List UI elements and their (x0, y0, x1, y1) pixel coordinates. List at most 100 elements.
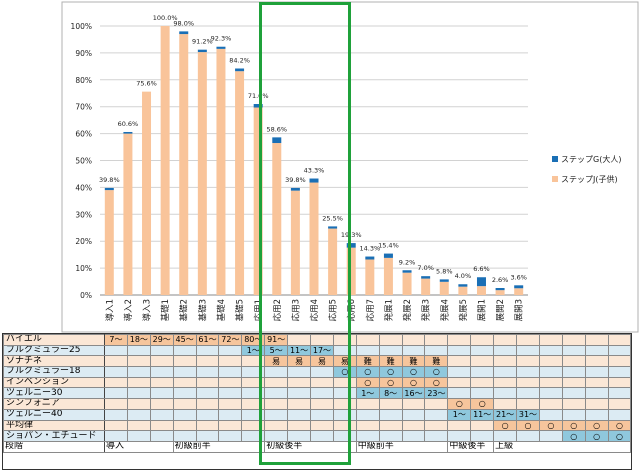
y-tick-label: 10% (75, 264, 92, 273)
table-cell (104, 387, 128, 400)
data-label: 2.6% (492, 276, 509, 284)
table-cell: 21〜 (493, 408, 518, 421)
table-cell (447, 344, 472, 357)
table-cell (470, 366, 495, 378)
table-cell (538, 398, 563, 410)
table-cell (470, 430, 495, 442)
y-tick-label: 40% (75, 183, 92, 192)
row-label: シンフォニア (3, 398, 105, 410)
bar-adult (272, 137, 282, 144)
x-tick-label: 展開2 (496, 299, 506, 321)
table-cell: 80〜 (241, 334, 266, 346)
table-cell (561, 408, 586, 421)
table-cell (195, 398, 220, 410)
table-cell (561, 398, 586, 410)
table-cell (561, 387, 586, 400)
table-cell (470, 376, 495, 389)
table-cell (149, 408, 174, 421)
bar-adult (365, 256, 375, 260)
x-tick-label: 応用2 (272, 299, 283, 321)
table-cell: 易 (287, 355, 312, 368)
bar-child (104, 190, 114, 295)
table-cell (218, 419, 243, 432)
table-row: 平均律 ○ ○ ○ ○ ○ ○ (3, 419, 632, 432)
table-cell: 難 (355, 355, 380, 368)
table-cell (287, 419, 312, 432)
table-cell (149, 366, 174, 378)
bar-child (160, 26, 170, 295)
table-cell (172, 408, 197, 421)
table-cell: ○ (378, 376, 403, 389)
bar-adult (179, 31, 189, 35)
x-tick-label: 応用3 (290, 299, 301, 321)
bar-child (272, 143, 282, 295)
data-label: 91.2% (192, 38, 213, 46)
table-cell (447, 419, 472, 432)
data-label: 71.0% (248, 92, 269, 100)
bar-adult (197, 49, 207, 53)
table-cell: ○ (561, 419, 586, 432)
table-cell (172, 366, 197, 378)
table-cell (149, 398, 174, 410)
table-cell (264, 408, 289, 421)
table-cell: 31〜 (516, 408, 540, 421)
row-label: ツェルニー30 (3, 387, 105, 400)
bar-adult (458, 284, 468, 287)
x-tick-label: 展開3 (515, 299, 525, 321)
x-tick-label: 応用5 (328, 299, 339, 321)
table-cell (607, 334, 632, 346)
bar-adult (495, 288, 505, 291)
table-cell (149, 419, 174, 432)
bar-adult (383, 253, 393, 258)
table-cell: ○ (401, 376, 426, 389)
bar-adult (476, 277, 486, 287)
table-cell: 72〜 (218, 334, 243, 346)
table-cell (287, 430, 312, 442)
table-cell (126, 398, 151, 410)
stage-label: 初級後半 (264, 440, 357, 453)
bar-child (142, 91, 152, 295)
table-cell (424, 344, 449, 357)
y-tick-label: 0% (80, 291, 92, 300)
table-cell (516, 430, 540, 442)
data-label: 14.3% (359, 245, 380, 253)
bar-adult (439, 279, 449, 282)
table-cell (424, 430, 449, 442)
table-cell: ○ (607, 430, 632, 442)
table-cell (378, 419, 403, 432)
table-cell (355, 398, 380, 410)
table-cell (607, 398, 632, 410)
bar-child (346, 247, 356, 295)
x-tick-label: 導入3 (142, 299, 153, 321)
table-cell (126, 344, 151, 357)
table-cell (493, 387, 518, 400)
table-cell (561, 334, 586, 346)
table-cell: 16〜 (401, 387, 426, 400)
data-label: 84.2% (229, 57, 250, 65)
table-cell: 1〜 (241, 344, 266, 357)
table-cell (401, 408, 426, 421)
table-cell (424, 419, 449, 432)
bar-child (495, 290, 505, 295)
table-cell (241, 419, 266, 432)
stage-label: 上級 (493, 440, 632, 453)
bar-child (514, 288, 524, 295)
table-cell (149, 355, 174, 368)
bar-adult (216, 46, 226, 49)
table-cell: ○ (584, 419, 609, 432)
table-cell (195, 430, 220, 442)
table-cell (378, 334, 403, 346)
x-tick-label: 発展2 (403, 299, 413, 321)
table-cell (264, 387, 289, 400)
table-cell (195, 376, 220, 389)
table-cell (516, 366, 540, 378)
table-cell (104, 366, 128, 378)
table-cell (287, 408, 312, 421)
table-cell (355, 430, 380, 442)
table-cell: 1〜 (355, 387, 380, 400)
table-cell (561, 376, 586, 389)
bar-child (216, 48, 226, 295)
table-cell (332, 398, 357, 410)
x-tick-label: 応用1 (253, 299, 264, 321)
table-cell (172, 355, 197, 368)
